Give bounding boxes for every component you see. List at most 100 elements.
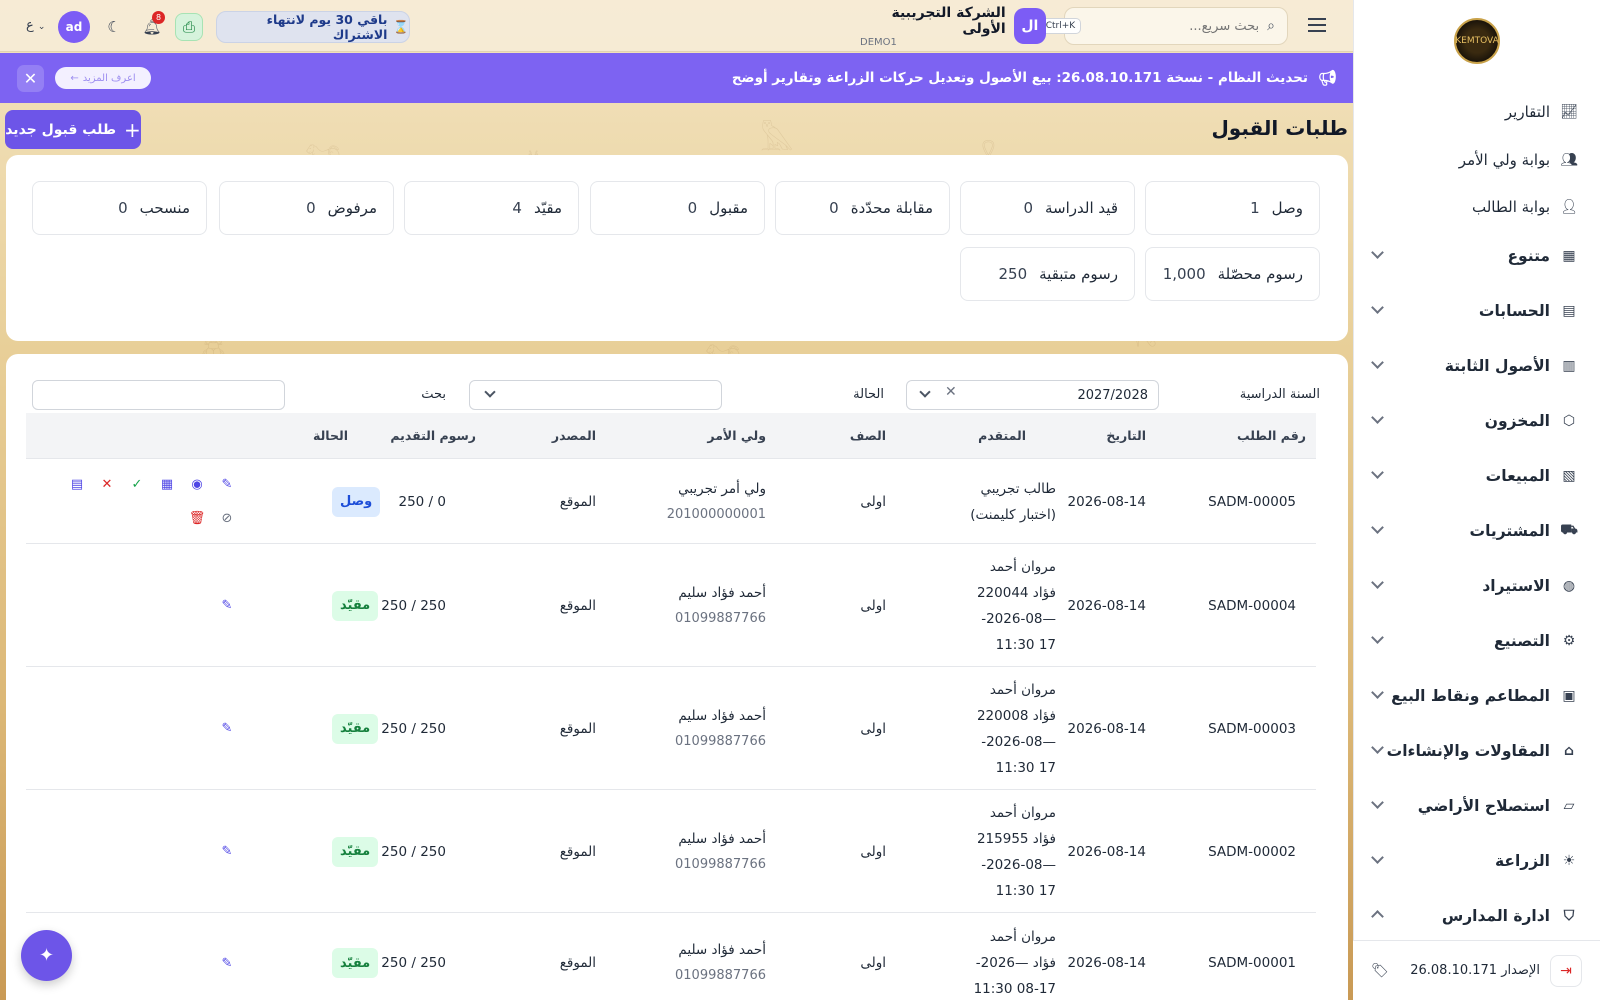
- wallet-icon[interactable]: ▤: [70, 477, 84, 492]
- chevron-down-icon: [1371, 851, 1384, 864]
- header-fees[interactable]: رسوم التقديم: [390, 428, 476, 443]
- notifications-button[interactable]: 🔔︎ 8: [138, 11, 166, 41]
- subscription-badge[interactable]: ⌛ باقي 30 يوم لانتهاء الاشتراك: [216, 11, 410, 43]
- top-bar: ⌕ Ctrl+K ال الشركة التجريبية الأولى DEMO…: [0, 0, 1353, 52]
- stat-label: وصل: [1271, 199, 1303, 217]
- stat-card[interactable]: منسحب 0: [32, 181, 207, 235]
- stat-value: 0: [1023, 199, 1034, 217]
- sidebar-item[interactable]: ▧ المبيعات: [1353, 456, 1600, 496]
- stat-card[interactable]: قيد الدراسة 0: [960, 181, 1135, 235]
- chevron-down-icon: [1371, 910, 1384, 923]
- header-date[interactable]: التاريخ: [1106, 428, 1146, 443]
- applicant-name-line: فؤاد 220008: [976, 707, 1056, 724]
- request-date: 2026-08-14: [1067, 720, 1146, 737]
- sidebar-item[interactable]: ▱ استصلاح الأراضي: [1353, 786, 1600, 826]
- guardian-phone: 01099887766: [675, 968, 766, 983]
- schedule-icon[interactable]: ▦: [160, 477, 174, 492]
- stat-card[interactable]: مقبول 0: [590, 181, 765, 235]
- status-filter-select[interactable]: [469, 380, 722, 410]
- stat-label: مرفوض: [327, 199, 377, 217]
- edit-icon[interactable]: ✎: [221, 844, 233, 859]
- sidebar-item[interactable]: ⬡ المخزون: [1353, 401, 1600, 441]
- stat-card[interactable]: وصل 1: [1145, 181, 1320, 235]
- approve-icon[interactable]: ✓: [131, 477, 143, 492]
- clear-icon[interactable]: ✕: [945, 384, 957, 400]
- table-row[interactable]: SADM-00003 2026-08-14 مروان أحمد فؤاد 22000…: [26, 667, 1316, 790]
- learn-more-button[interactable]: اعرف المزيد ←: [55, 67, 151, 89]
- table-row[interactable]: SADM-00005 2026-08-14 طالب تجريبي (اختبار ك…: [26, 459, 1316, 544]
- user-avatar[interactable]: ad: [58, 11, 90, 43]
- request-date: 2026-08-14: [1067, 955, 1146, 971]
- sidebar-item[interactable]: ◍ الاستيراد: [1353, 566, 1600, 606]
- menu-toggle-button[interactable]: [1306, 15, 1328, 35]
- company-switcher[interactable]: ال الشركة التجريبية الأولى DEMO1: [860, 5, 1046, 48]
- table-search-input[interactable]: [32, 380, 285, 410]
- sidebar-item[interactable]: ⌂ المقاولات والإنشاءات: [1353, 731, 1600, 771]
- status-badge: مقيّد: [332, 948, 379, 978]
- edit-icon[interactable]: ✎: [221, 721, 233, 736]
- print-button[interactable]: ⎙: [175, 13, 203, 41]
- guardian-name: أحمد فؤاد سليم: [678, 707, 766, 724]
- sidebar-item-label: المخزون: [1484, 412, 1550, 430]
- header-guardian[interactable]: ولي الأمر: [707, 428, 766, 443]
- new-admission-button[interactable]: طلب قبول جديد +: [5, 110, 141, 149]
- stat-card[interactable]: رسوم محصّلة 1,000: [1145, 247, 1320, 301]
- header-status[interactable]: الحالة: [313, 428, 348, 443]
- sidebar-item[interactable]: ▥ الأصول الثابتة: [1353, 346, 1600, 386]
- edit-icon[interactable]: ✎: [221, 955, 233, 971]
- brand-logo[interactable]: KEMTOVA: [1454, 18, 1500, 64]
- bank-icon: ⌂: [1563, 743, 1575, 759]
- sidebar-item[interactable]: ⚙ التصنيع: [1353, 621, 1600, 661]
- view-icon[interactable]: ◉: [191, 477, 203, 492]
- table-row[interactable]: SADM-00004 2026-08-14 مروان أحمد فؤاد 22004…: [26, 544, 1316, 667]
- sidebar-item[interactable]: 👥︎ بوابة ولي الأمر: [1353, 140, 1600, 180]
- sidebar-item-label: بوابة ولي الأمر: [1458, 151, 1550, 169]
- delete-icon[interactable]: 🗑︎: [188, 511, 206, 526]
- quick-search[interactable]: ⌕ Ctrl+K: [1039, 7, 1288, 45]
- stat-card[interactable]: مرفوض 0: [219, 181, 394, 235]
- sidebar-item-label: المشتريات: [1469, 522, 1550, 540]
- sidebar-item[interactable]: ▣ المطاعم ونقاط البيع: [1353, 676, 1600, 716]
- logout-button[interactable]: ⇥: [1550, 954, 1582, 987]
- sidebar-item[interactable]: ☀ الزراعة: [1353, 841, 1600, 881]
- ban-icon[interactable]: ⊘: [221, 511, 233, 526]
- hourglass-icon: ⌛: [393, 19, 409, 34]
- header-source[interactable]: المصدر: [551, 428, 596, 443]
- language-switcher[interactable]: ع ⌄: [26, 18, 45, 33]
- table-row[interactable]: SADM-00002 2026-08-14 مروان أحمد فؤاد 21595…: [26, 790, 1316, 913]
- year-filter-label: السنة الدراسية: [1239, 387, 1320, 402]
- status-badge: وصل: [332, 486, 381, 517]
- sidebar-item-label: المبيعات: [1485, 467, 1550, 485]
- header-number[interactable]: رقم الطلب: [1236, 428, 1306, 443]
- search-input[interactable]: [1089, 18, 1260, 34]
- header-applicant[interactable]: المتقدم: [978, 428, 1026, 443]
- stat-card[interactable]: رسوم متبقية 250: [960, 247, 1135, 301]
- request-number: SADM-00001: [1208, 955, 1296, 971]
- arrow-left-icon: ←: [70, 72, 79, 84]
- sidebar-item[interactable]: ▤ الحسابات: [1353, 291, 1600, 331]
- source: الموقع: [559, 843, 596, 860]
- reject-icon[interactable]: ✕: [101, 477, 113, 492]
- year-filter-select[interactable]: 2027/2028 ✕: [906, 380, 1159, 410]
- guardian-phone: 01099887766: [675, 610, 766, 626]
- status-filter-label: الحالة: [853, 387, 884, 402]
- sidebar-item[interactable]: 👤︎ بوابة الطالب: [1353, 187, 1600, 227]
- stat-card[interactable]: مقيّد 4: [404, 181, 579, 235]
- edit-icon[interactable]: ✎: [221, 477, 233, 492]
- header-grade[interactable]: الصف: [849, 428, 886, 443]
- grade: اولى: [860, 493, 886, 510]
- close-announcement-button[interactable]: ✕: [17, 65, 44, 92]
- sidebar-item[interactable]: ▦ متنوع: [1353, 236, 1600, 276]
- stat-label: مقبول: [709, 199, 748, 217]
- status-badge: مقيّد: [332, 590, 379, 621]
- sidebar-item[interactable]: ⛉ ادارة المدارس: [1353, 896, 1600, 936]
- guardian-name: أحمد فؤاد سليم: [678, 830, 766, 847]
- edit-icon[interactable]: ✎: [221, 598, 233, 613]
- stat-card[interactable]: مقابلة محدّدة 0: [775, 181, 950, 235]
- sidebar-item[interactable]: 📈︎ التقارير: [1353, 92, 1600, 132]
- table-row[interactable]: SADM-00001 2026-08-14 مروان أحمد فؤاد —2026…: [26, 913, 1316, 1000]
- chevron-down-icon: [1371, 301, 1384, 314]
- ai-assistant-button[interactable]: ✦: [21, 930, 72, 981]
- sidebar-item[interactable]: ⛟ المشتريات: [1353, 511, 1600, 551]
- theme-toggle-button[interactable]: ☾: [100, 13, 128, 41]
